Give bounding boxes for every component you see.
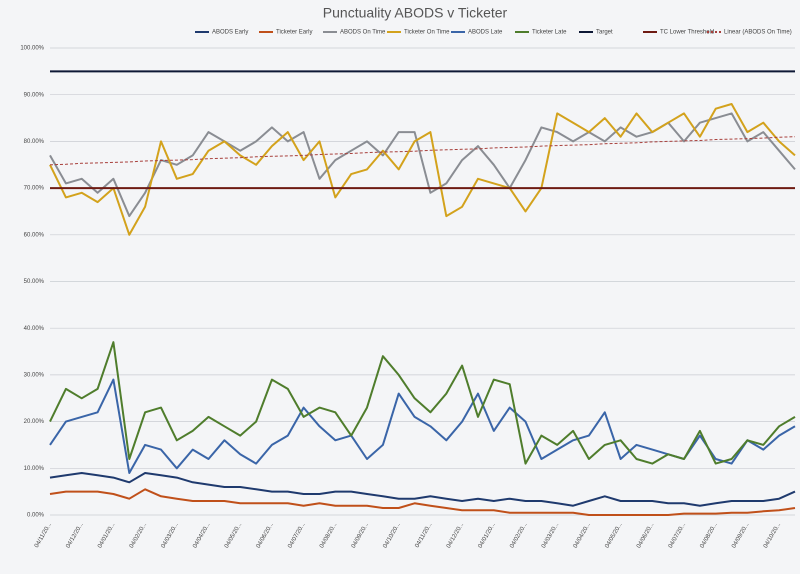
legend-label: ABODS Early [212, 30, 248, 36]
y-tick-label: 0.00% [27, 513, 45, 519]
y-tick-label: 60.00% [24, 232, 45, 238]
chart-title: Punctuality ABODS v Ticketer [323, 5, 508, 21]
y-tick-label: 20.00% [24, 419, 45, 425]
series-line [49, 112, 796, 218]
y-tick-label: 90.00% [24, 92, 45, 98]
legend-label: Ticketer Early [276, 30, 312, 36]
legend-label: Ticketer Late [532, 30, 567, 36]
series-line [49, 341, 796, 465]
legend-label: TC Lower Threshold [660, 30, 714, 36]
y-tick-label: 100.00% [20, 46, 44, 52]
series-line [49, 472, 796, 507]
series-line [49, 103, 796, 236]
legend-label: Linear (ABODS On Time) [724, 30, 792, 36]
legend-label: ABODS Late [468, 30, 503, 36]
legend-label: Target [596, 30, 613, 36]
y-tick-label: 30.00% [24, 372, 45, 378]
series-line [49, 488, 796, 516]
y-tick-label: 50.00% [24, 279, 45, 285]
series-line [49, 136, 796, 166]
legend-label: Ticketer On Time [404, 30, 450, 36]
legend-label: ABODS On Time [340, 30, 386, 36]
y-tick-label: 70.00% [24, 186, 45, 192]
y-tick-label: 40.00% [24, 326, 45, 332]
y-tick-label: 80.00% [24, 139, 45, 145]
y-tick-label: 10.00% [24, 466, 45, 472]
